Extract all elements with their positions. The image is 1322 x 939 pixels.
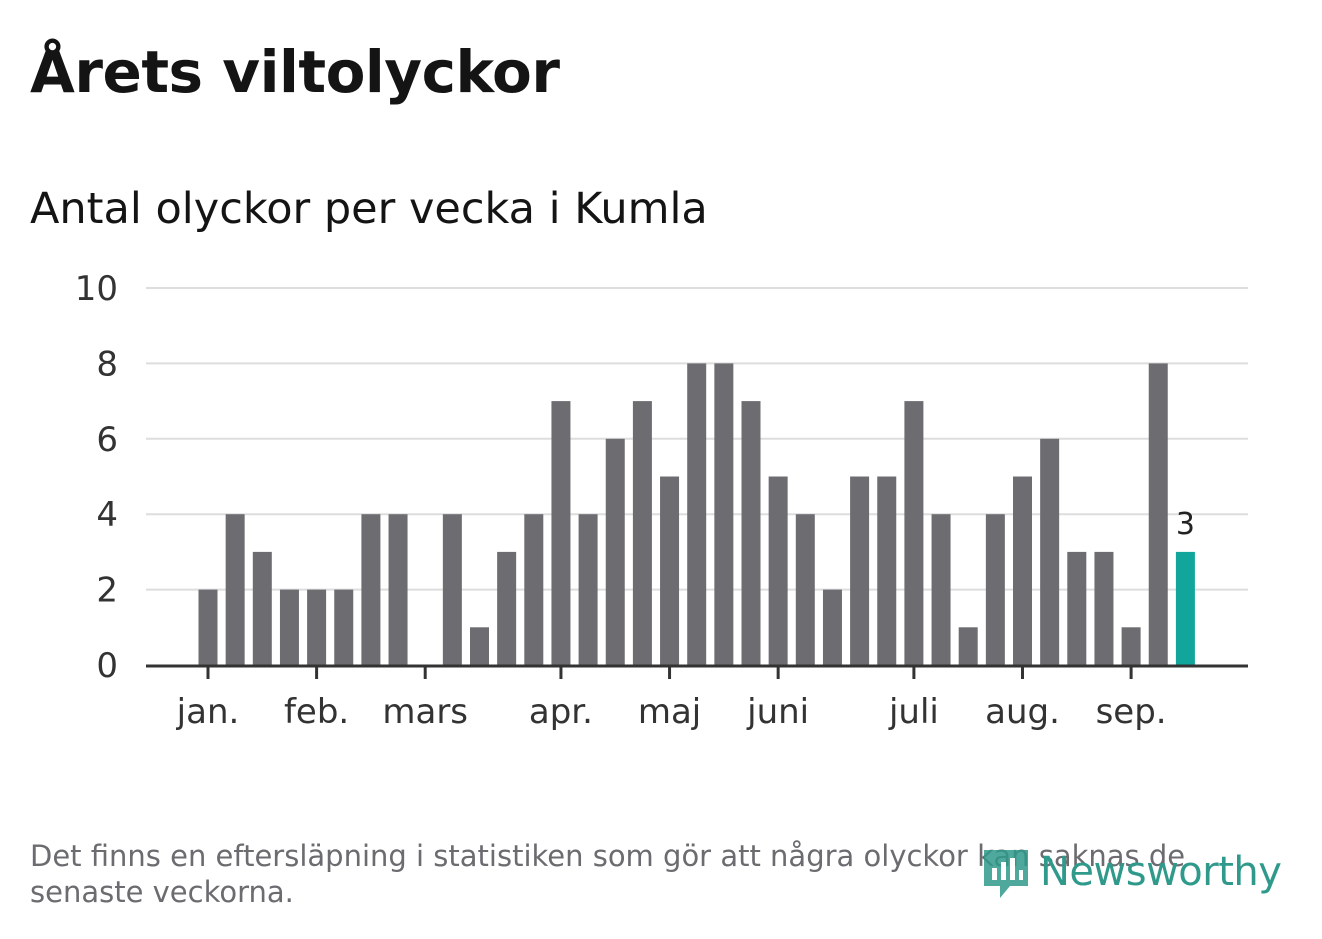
y-tick-label: 0 xyxy=(96,646,118,686)
bar xyxy=(497,551,517,665)
x-tick-label: juni xyxy=(746,692,809,732)
bars xyxy=(198,363,1195,665)
bar xyxy=(931,514,951,665)
y-tick-label: 2 xyxy=(96,571,118,611)
bar xyxy=(1121,627,1141,665)
bar xyxy=(279,589,299,665)
bar xyxy=(958,627,978,665)
newsworthy-logo: Newsworthy xyxy=(980,842,1282,902)
bar-chart: 0 2 4 6 8 10 jan. feb. mars apr. maj juni juli aug. s… xyxy=(75,269,1248,732)
x-tick-label: sep. xyxy=(1096,692,1167,732)
y-axis-ticks: 0 2 4 6 8 10 xyxy=(75,269,118,686)
x-tick-label: juli xyxy=(888,692,939,732)
bar xyxy=(1148,363,1168,665)
x-tick-label: jan. xyxy=(176,692,240,732)
bar xyxy=(388,514,408,665)
newsworthy-icon xyxy=(984,850,1028,898)
bar xyxy=(660,476,680,665)
chart-title: Årets viltolyckor xyxy=(30,38,560,106)
bar xyxy=(1067,551,1087,665)
bar xyxy=(795,514,815,665)
x-tick-label: aug. xyxy=(985,692,1060,732)
bar xyxy=(470,627,489,665)
bar xyxy=(768,476,788,665)
y-tick-label: 6 xyxy=(96,420,118,460)
bar xyxy=(252,551,272,665)
bar xyxy=(524,514,544,665)
bar xyxy=(361,514,381,665)
bar xyxy=(1013,476,1032,665)
y-tick-label: 4 xyxy=(96,495,118,535)
chart-subtitle: Antal olyckor per vecka i Kumla xyxy=(30,184,708,234)
bar xyxy=(578,514,598,665)
bar xyxy=(225,514,245,665)
x-tick-label: mars xyxy=(382,692,468,732)
bar xyxy=(822,589,842,665)
bar xyxy=(307,589,327,665)
bar xyxy=(198,589,218,665)
bar xyxy=(850,476,870,665)
bar xyxy=(632,401,652,665)
bar xyxy=(1040,438,1060,665)
bar xyxy=(551,401,571,665)
bar xyxy=(1094,551,1114,665)
x-axis: jan. feb. mars apr. maj juni juli aug. sep. xyxy=(146,664,1248,732)
bar-highlight xyxy=(1175,551,1195,665)
bar xyxy=(904,401,924,665)
bar xyxy=(687,363,707,665)
bar xyxy=(605,438,625,665)
bar xyxy=(714,363,734,665)
bar xyxy=(877,476,897,665)
data-labels: 3 xyxy=(1176,507,1195,542)
bar xyxy=(741,401,761,665)
y-tick-label: 10 xyxy=(75,269,118,309)
y-tick-label: 8 xyxy=(96,344,118,384)
data-label: 3 xyxy=(1176,507,1195,542)
x-tick-label: maj xyxy=(638,692,701,732)
logo-text: Newsworthy xyxy=(1040,849,1282,895)
bar xyxy=(985,514,1005,665)
x-tick-label: feb. xyxy=(284,692,349,732)
bar xyxy=(334,589,354,665)
x-tick-label: apr. xyxy=(529,692,593,732)
bar xyxy=(442,514,462,665)
